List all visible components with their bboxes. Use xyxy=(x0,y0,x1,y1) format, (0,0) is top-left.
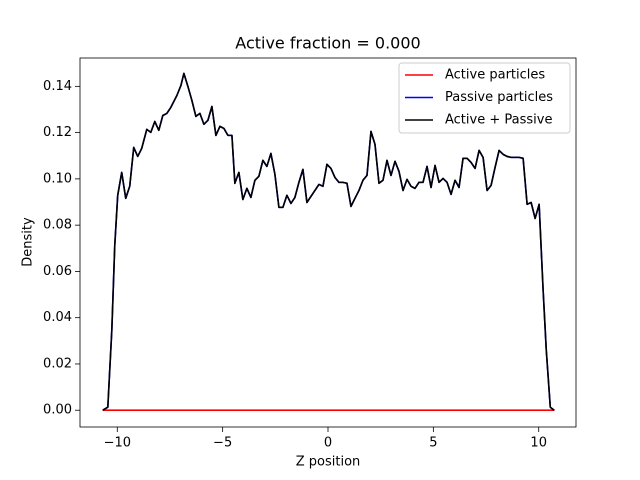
y-axis-label: Density xyxy=(21,217,36,267)
x-tick-label: 5 xyxy=(429,436,437,451)
y-tick-label: 0.12 xyxy=(43,125,72,140)
axes-frame xyxy=(79,57,577,428)
y-tick-label: 0.04 xyxy=(43,310,72,325)
chart-title: Active fraction = 0.000 xyxy=(235,34,420,53)
y-tick-label: 0.14 xyxy=(43,79,72,94)
y-tick-label: 0.06 xyxy=(43,264,72,279)
y-tick-label: 0.10 xyxy=(43,171,72,186)
x-tick-label: 10 xyxy=(530,436,547,451)
legend-label: Passive particles xyxy=(445,90,553,105)
x-axis-label: Z position xyxy=(296,455,361,470)
x-tick-label: −5 xyxy=(213,436,232,451)
x-tick-label: −10 xyxy=(104,436,131,451)
data-line xyxy=(102,72,555,411)
legend-box xyxy=(398,62,571,134)
y-tick-label: 0.00 xyxy=(43,403,72,418)
y-tick-label: 0.02 xyxy=(43,356,72,371)
legend-label: Active particles xyxy=(445,68,545,83)
y-tick-label: 0.08 xyxy=(43,218,72,233)
x-tick-label: 0 xyxy=(324,436,332,451)
legend-label: Active + Passive xyxy=(445,113,552,128)
